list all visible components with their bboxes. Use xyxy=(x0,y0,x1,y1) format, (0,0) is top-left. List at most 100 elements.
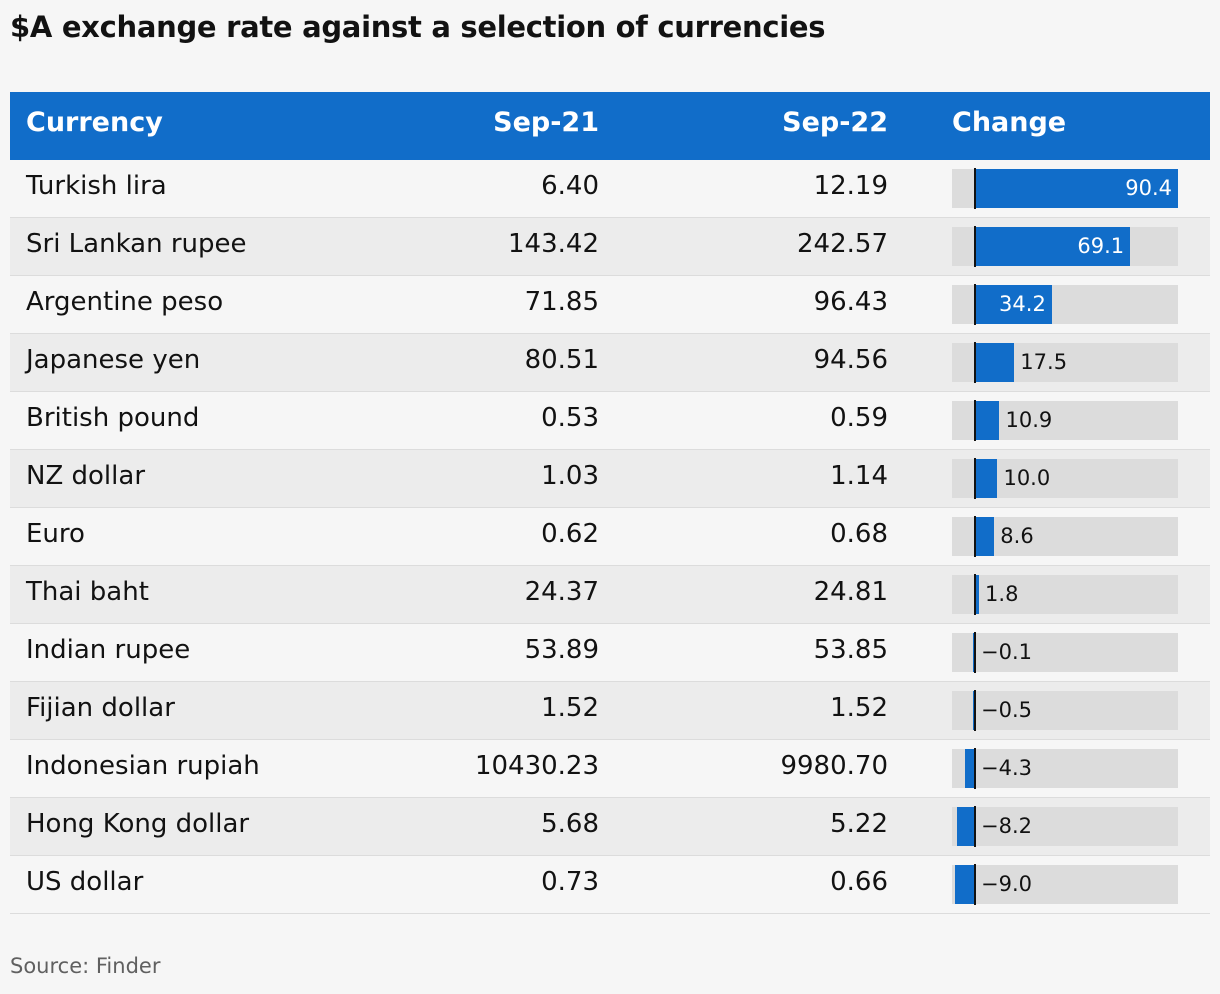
exchange-rate-table: Currency Sep-21 Sep-22 Change Turkish li… xyxy=(10,92,1210,914)
change-bar xyxy=(975,401,1000,440)
rate-sep22: 94.56 xyxy=(813,345,888,375)
zero-axis-line xyxy=(974,632,976,673)
currency-name: NZ dollar xyxy=(26,461,146,491)
chart-title: $A exchange rate against a selection of … xyxy=(10,10,826,44)
table-row: US dollar 0.73 0.66 −9.0 xyxy=(10,856,1210,914)
table-row: Turkish lira 6.40 12.19 90.4 xyxy=(10,160,1210,218)
table-row: Fijian dollar 1.52 1.52 −0.5 xyxy=(10,682,1210,740)
change-value-label: −9.0 xyxy=(981,872,1032,896)
rate-sep21: 1.03 xyxy=(541,461,599,491)
zero-axis-line xyxy=(974,864,976,905)
change-value-label: 10.9 xyxy=(1005,408,1053,432)
table-row: Sri Lankan rupee 143.42 242.57 69.1 xyxy=(10,218,1210,276)
change-bar-cell: −0.5 xyxy=(952,690,1178,731)
zero-axis-line xyxy=(974,748,976,789)
change-value-label: −4.3 xyxy=(981,756,1032,780)
zero-axis-line xyxy=(974,226,976,267)
rate-sep22: 53.85 xyxy=(813,635,888,665)
change-value-label: 10.0 xyxy=(1003,466,1051,490)
rate-sep21: 5.68 xyxy=(541,809,599,839)
change-value-label: 8.6 xyxy=(1000,524,1034,548)
zero-axis-line xyxy=(974,574,976,615)
change-value-label: 34.2 xyxy=(999,292,1046,316)
change-bar-track xyxy=(952,633,1178,672)
currency-name: Japanese yen xyxy=(26,345,201,375)
header-sep21: Sep-21 xyxy=(493,107,599,138)
change-bar-cell: 90.4 xyxy=(952,168,1178,209)
change-value-label: 90.4 xyxy=(1125,176,1172,200)
rate-sep22: 242.57 xyxy=(797,229,888,259)
change-value-label: 1.8 xyxy=(985,582,1019,606)
table-row: Hong Kong dollar 5.68 5.22 −8.2 xyxy=(10,798,1210,856)
change-bar-cell: 10.0 xyxy=(952,458,1178,499)
change-value-label: −8.2 xyxy=(981,814,1032,838)
table-row: Argentine peso 71.85 96.43 34.2 xyxy=(10,276,1210,334)
currency-name: Sri Lankan rupee xyxy=(26,229,247,259)
table-header: Currency Sep-21 Sep-22 Change xyxy=(10,92,1210,160)
change-bar-cell: −4.3 xyxy=(952,748,1178,789)
change-bar-cell: 34.2 xyxy=(952,284,1178,325)
header-sep22: Sep-22 xyxy=(782,107,888,138)
source-note: Source: Finder xyxy=(10,954,161,978)
rate-sep21: 0.62 xyxy=(541,519,599,549)
table-row: NZ dollar 1.03 1.14 10.0 xyxy=(10,450,1210,508)
zero-axis-line xyxy=(974,342,976,383)
currency-name: Turkish lira xyxy=(26,171,167,201)
currency-name: Indonesian rupiah xyxy=(26,751,260,781)
change-bar-track xyxy=(952,691,1178,730)
header-currency: Currency xyxy=(26,107,163,138)
change-bar-cell: −8.2 xyxy=(952,806,1178,847)
rate-sep21: 10430.23 xyxy=(474,751,599,781)
currency-name: Fijian dollar xyxy=(26,693,175,723)
table-body: Turkish lira 6.40 12.19 90.4 Sri Lankan rupe… xyxy=(10,160,1210,914)
rate-sep21: 80.51 xyxy=(524,345,599,375)
change-bar xyxy=(975,517,995,556)
currency-name: British pound xyxy=(26,403,200,433)
table-row: Thai baht 24.37 24.81 1.8 xyxy=(10,566,1210,624)
rate-sep22: 0.66 xyxy=(830,867,888,897)
rate-sep21: 71.85 xyxy=(524,287,599,317)
zero-axis-line xyxy=(974,284,976,325)
change-bar xyxy=(965,749,975,788)
change-bar-track xyxy=(952,749,1178,788)
change-bar xyxy=(975,459,998,498)
table-row: Euro 0.62 0.68 8.6 xyxy=(10,508,1210,566)
change-value-label: 17.5 xyxy=(1020,350,1068,374)
currency-name: Thai baht xyxy=(26,577,149,607)
rate-sep21: 0.73 xyxy=(541,867,599,897)
change-bar-cell: 1.8 xyxy=(952,574,1178,615)
zero-axis-line xyxy=(974,690,976,731)
change-value-label: −0.1 xyxy=(981,640,1032,664)
rate-sep21: 6.40 xyxy=(541,171,599,201)
change-bar-cell: −9.0 xyxy=(952,864,1178,905)
change-bar-cell: −0.1 xyxy=(952,632,1178,673)
rate-sep22: 0.59 xyxy=(830,403,888,433)
change-bar xyxy=(975,227,1131,266)
zero-axis-line xyxy=(974,400,976,441)
rate-sep21: 24.37 xyxy=(524,577,599,607)
change-bar xyxy=(975,575,980,614)
change-bar-track xyxy=(952,807,1178,846)
zero-axis-line xyxy=(974,168,976,209)
rate-sep22: 1.14 xyxy=(830,461,888,491)
currency-name: Indian rupee xyxy=(26,635,191,665)
rate-sep22: 24.81 xyxy=(813,577,888,607)
rate-sep21: 143.42 xyxy=(508,229,599,259)
change-bar-cell: 17.5 xyxy=(952,342,1178,383)
header-change: Change xyxy=(952,107,1067,138)
rate-sep22: 1.52 xyxy=(830,693,888,723)
zero-axis-line xyxy=(974,806,976,847)
change-bar-cell: 69.1 xyxy=(952,226,1178,267)
change-value-label: −0.5 xyxy=(981,698,1032,722)
zero-axis-line xyxy=(974,458,976,499)
rate-sep22: 12.19 xyxy=(813,171,888,201)
change-value-label: 69.1 xyxy=(1077,234,1125,258)
rate-sep22: 0.68 xyxy=(830,519,888,549)
change-bar xyxy=(975,343,1015,382)
rate-sep22: 9980.70 xyxy=(780,751,888,781)
change-bar xyxy=(954,865,975,904)
change-bar-cell: 8.6 xyxy=(952,516,1178,557)
change-bar-track xyxy=(952,575,1178,614)
currency-name: Euro xyxy=(26,519,85,549)
rate-sep21: 53.89 xyxy=(524,635,599,665)
